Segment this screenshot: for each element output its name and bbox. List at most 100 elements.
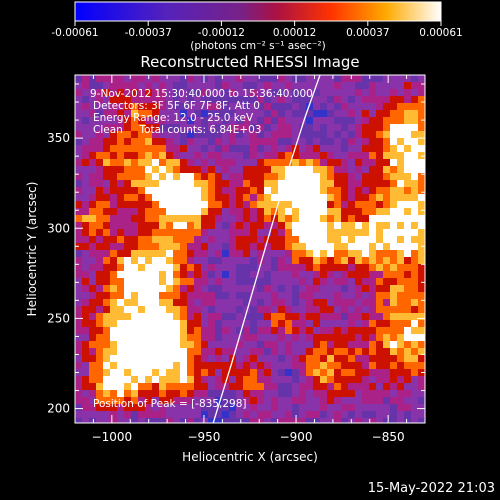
heatmap-cell	[145, 390, 153, 398]
heatmap-cell	[131, 334, 139, 342]
heatmap-cell	[173, 285, 181, 293]
heatmap-cell	[117, 327, 125, 335]
heatmap-cell	[110, 327, 118, 335]
heatmap-cell	[131, 285, 139, 293]
heatmap-cell	[124, 187, 132, 195]
heatmap-cell	[250, 383, 258, 391]
heatmap-cell	[215, 187, 223, 195]
heatmap-cell	[131, 264, 139, 272]
heatmap-cell	[264, 362, 272, 370]
heatmap-cell	[131, 201, 139, 209]
heatmap-cell	[166, 313, 174, 321]
heatmap-cell	[278, 355, 286, 363]
heatmap-cell	[180, 159, 188, 167]
heatmap-cell	[404, 327, 412, 335]
heatmap-cell	[411, 180, 419, 188]
heatmap-cell	[390, 320, 398, 328]
heatmap-cell	[348, 306, 356, 314]
heatmap-cell	[390, 285, 398, 293]
heatmap-cell	[152, 306, 160, 314]
heatmap-cell	[327, 411, 335, 419]
heatmap-cell	[229, 166, 237, 174]
heatmap-cell	[75, 110, 83, 118]
heatmap-cell	[110, 278, 118, 286]
heatmap-cell	[257, 166, 265, 174]
heatmap-cell	[159, 278, 167, 286]
heatmap-cell	[292, 306, 300, 314]
heatmap-cell	[355, 306, 363, 314]
heatmap-cell	[229, 362, 237, 370]
heatmap-cell	[180, 292, 188, 300]
heatmap-cell	[222, 96, 230, 104]
heatmap-cell	[187, 222, 195, 230]
heatmap-cell	[348, 278, 356, 286]
heatmap-cell	[341, 271, 349, 279]
heatmap-cell	[194, 187, 202, 195]
heatmap-cell	[194, 271, 202, 279]
heatmap-cell	[89, 376, 97, 384]
heatmap-cell	[271, 110, 279, 118]
x-tick-label: −950	[187, 430, 220, 444]
heatmap-cell	[250, 243, 258, 251]
heatmap-cell	[152, 285, 160, 293]
heatmap-cell	[327, 166, 335, 174]
heatmap-cell	[82, 131, 90, 139]
heatmap-cell	[243, 418, 251, 423]
heatmap-cell	[390, 313, 398, 321]
heatmap-cell	[124, 390, 132, 398]
heatmap-cell	[334, 131, 342, 139]
heatmap-cell	[411, 369, 419, 377]
heatmap-cell	[383, 348, 391, 356]
heatmap-cell	[236, 411, 244, 419]
heatmap-cell	[159, 131, 167, 139]
heatmap-cell	[390, 187, 398, 195]
heatmap-cell	[383, 187, 391, 195]
heatmap-cell	[257, 103, 265, 111]
heatmap-cell	[299, 313, 307, 321]
heatmap-cell	[271, 103, 279, 111]
heatmap-cell	[222, 334, 230, 342]
heatmap-cell	[131, 208, 139, 216]
heatmap-cell	[355, 257, 363, 265]
heatmap-cell	[278, 362, 286, 370]
heatmap-cell	[278, 404, 286, 412]
heatmap-cell	[404, 320, 412, 328]
heatmap-cell	[173, 194, 181, 202]
heatmap-cell	[306, 271, 314, 279]
heatmap-cell	[124, 397, 132, 405]
heatmap-cell	[390, 152, 398, 160]
heatmap-cell	[285, 271, 293, 279]
heatmap-cell	[75, 257, 83, 265]
heatmap-cell	[257, 369, 265, 377]
heatmap-cell	[187, 187, 195, 195]
heatmap-cell	[376, 75, 384, 83]
heatmap-cell	[257, 250, 265, 258]
heatmap-cell	[306, 110, 314, 118]
heatmap-cell	[131, 96, 139, 104]
heatmap-cell	[201, 229, 209, 237]
heatmap-cell	[75, 215, 83, 223]
heatmap-cell	[243, 257, 251, 265]
heatmap-cell	[201, 397, 209, 405]
heatmap-cell	[103, 208, 111, 216]
heatmap-cell	[208, 341, 216, 349]
heatmap-cell	[145, 271, 153, 279]
heatmap-cell	[96, 152, 104, 160]
heatmap-cell	[131, 75, 139, 83]
heatmap-cell	[173, 299, 181, 307]
heatmap-cell	[117, 334, 125, 342]
heatmap-cell	[208, 418, 216, 423]
heatmap-cell	[82, 124, 90, 132]
heatmap-cell	[131, 229, 139, 237]
heatmap-cell	[110, 390, 118, 398]
heatmap-cell	[89, 292, 97, 300]
heatmap-cell	[404, 383, 412, 391]
heatmap-cell	[159, 103, 167, 111]
heatmap-cell	[341, 418, 349, 423]
heatmap-cell	[103, 320, 111, 328]
heatmap-cell	[222, 362, 230, 370]
heatmap-cell	[131, 369, 139, 377]
heatmap-cell	[243, 89, 251, 97]
heatmap-cell	[292, 96, 300, 104]
heatmap-cell	[145, 138, 153, 146]
